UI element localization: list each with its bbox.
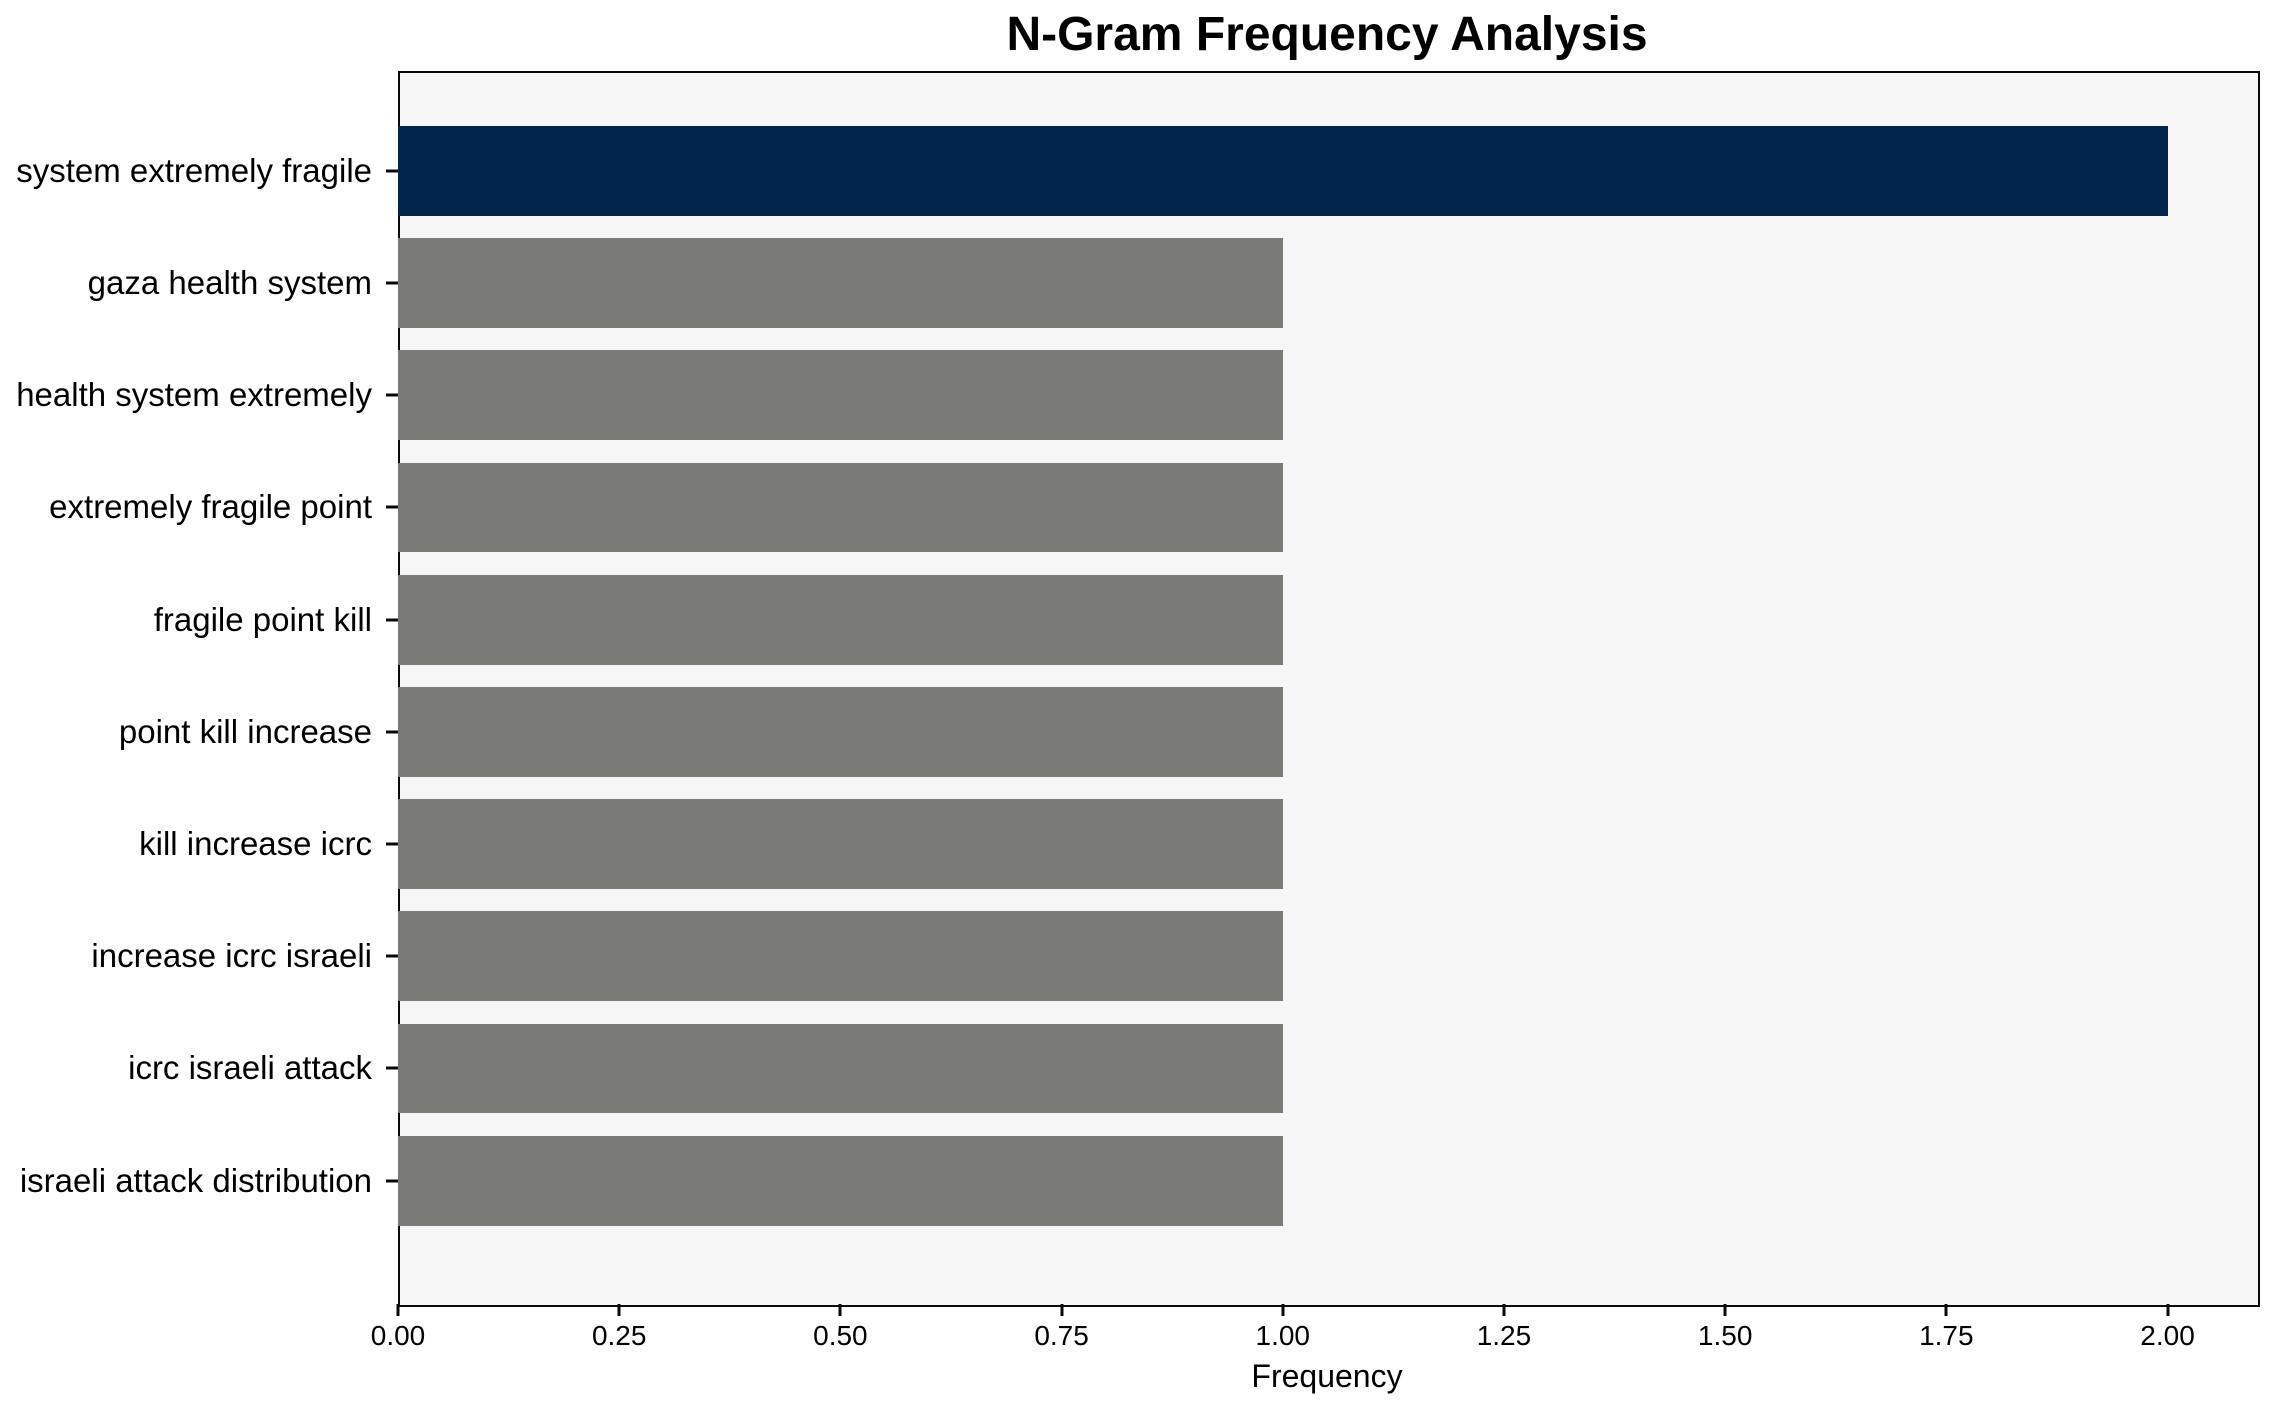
x-tick-label: 1.00 — [1255, 1320, 1311, 1351]
x-tick-label: 1.75 — [1919, 1320, 1974, 1351]
y-tick-mark — [386, 842, 398, 846]
y-tick-mark — [386, 281, 398, 285]
y-tick-label: increase icrc israeli — [91, 937, 372, 975]
x-tick-mark — [396, 1304, 400, 1316]
y-tick-mark — [386, 505, 398, 509]
y-tick-label: extremely fragile point — [49, 488, 372, 526]
x-tick-mark — [1723, 1304, 1727, 1316]
bar-system-extremely-fragile — [398, 125, 2168, 216]
bar-point-kill-increase — [398, 687, 1283, 777]
bar-extremely-fragile-point — [398, 462, 1283, 553]
x-tick-label: 0.00 — [370, 1320, 426, 1351]
x-tick-mark — [1060, 1304, 1064, 1316]
x-tick-mark — [1502, 1304, 1506, 1316]
x-tick-mark — [1944, 1304, 1948, 1316]
y-tick-mark — [386, 393, 398, 397]
x-tick-label: 1.25 — [1476, 1320, 1532, 1351]
y-tick-mark — [386, 1066, 398, 1070]
bar-israeli-attack-distribution — [398, 1135, 1283, 1226]
bar-health-system-extremely — [398, 350, 1283, 441]
x-tick-label: 0.75 — [1034, 1320, 1089, 1351]
x-tick-mark — [2166, 1304, 2170, 1316]
y-tick-label: icrc israeli attack — [128, 1049, 372, 1087]
y-tick-mark — [386, 954, 398, 958]
x-tick-label: 1.50 — [1697, 1320, 1753, 1351]
y-tick-label: gaza health system — [87, 264, 372, 302]
y-tick-mark — [386, 618, 398, 622]
y-tick-mark — [386, 169, 398, 173]
y-tick-label: system extremely fragile — [16, 151, 372, 189]
bar-kill-increase-icrc — [398, 799, 1283, 889]
y-tick-mark — [386, 730, 398, 734]
y-tick-label: point kill increase — [118, 712, 372, 750]
y-tick-label: fragile point kill — [153, 600, 372, 638]
bar-gaza-health-system — [398, 238, 1283, 328]
y-tick-label: israeli attack distribution — [19, 1161, 372, 1199]
x-tick-mark — [1281, 1304, 1285, 1316]
y-tick-mark — [386, 1179, 398, 1183]
bar-icrc-israeli-attack — [398, 1023, 1283, 1114]
x-axis-title: Frequency — [1251, 1358, 1403, 1394]
x-tick-mark — [617, 1304, 621, 1316]
y-tick-label: kill increase icrc — [139, 825, 372, 863]
bar-increase-icrc-israeli — [398, 911, 1283, 1002]
y-tick-label: health system extremely — [16, 376, 372, 414]
x-tick-label: 0.50 — [813, 1320, 868, 1351]
x-tick-label: 2.00 — [2140, 1320, 2195, 1351]
chart-title: N-Gram Frequency Analysis — [1006, 8, 1648, 61]
x-tick-mark — [838, 1304, 842, 1316]
x-tick-label: 0.25 — [591, 1320, 647, 1351]
bar-fragile-point-kill — [398, 574, 1283, 665]
